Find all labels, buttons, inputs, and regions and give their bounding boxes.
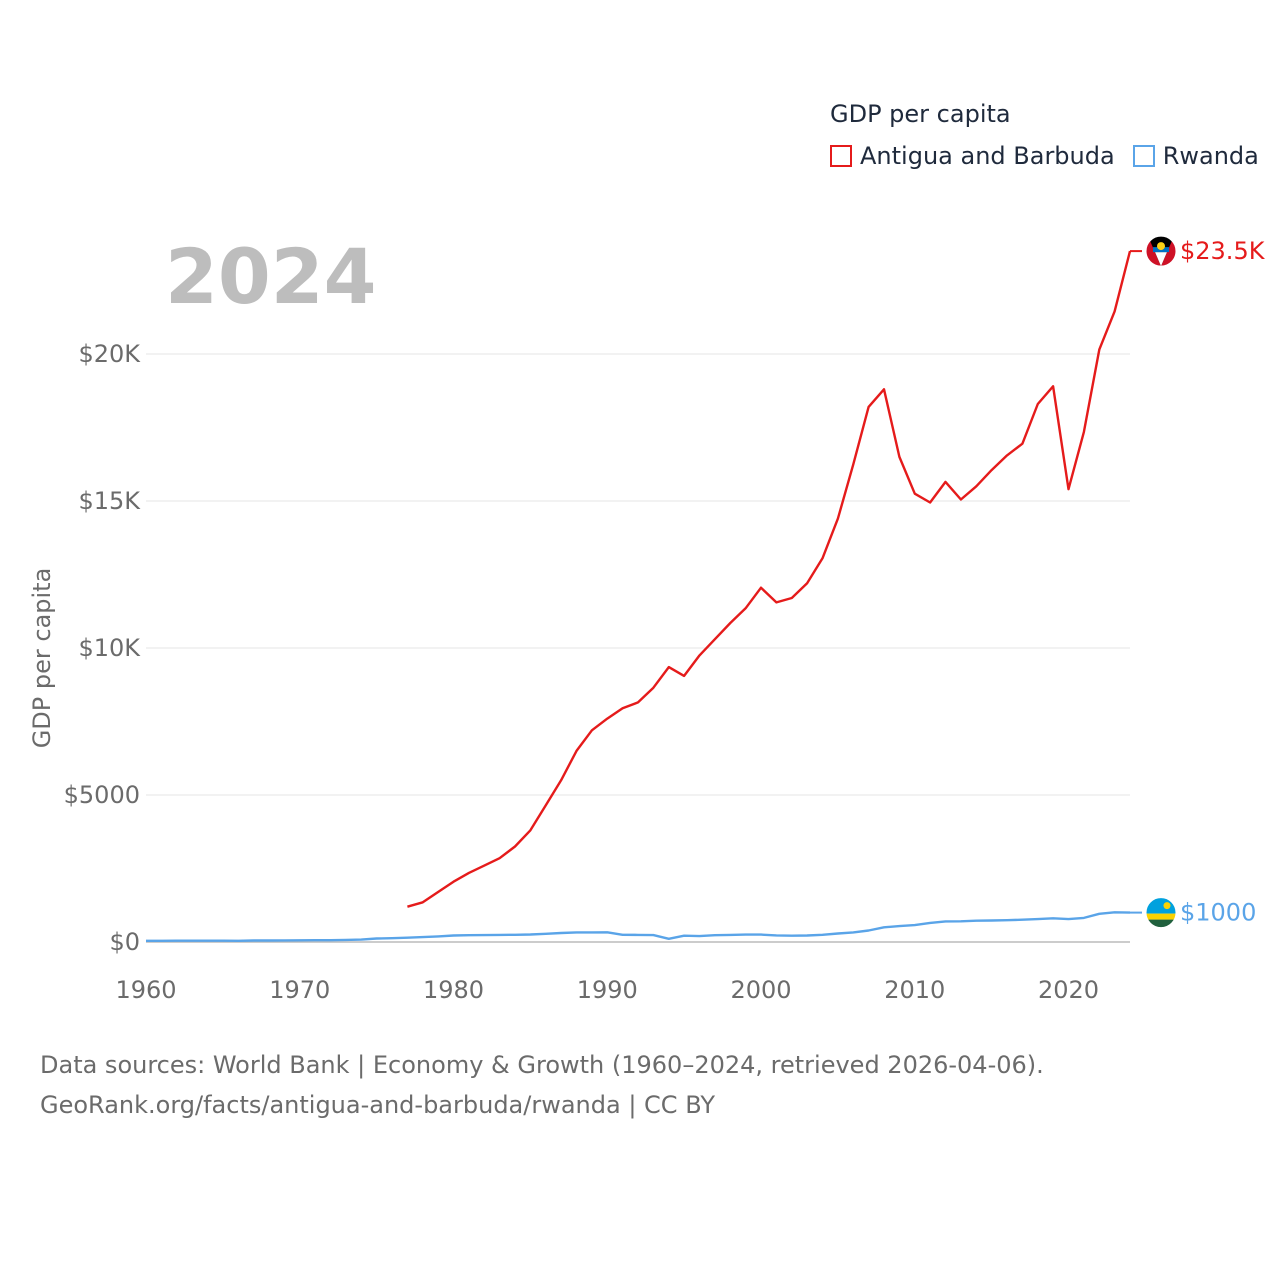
legend-item-rwanda[interactable]: Rwanda — [1132, 142, 1259, 170]
x-tick-labels: 1960 1970 1980 1990 2000 2010 2020 — [115, 976, 1099, 1004]
series-line-rwanda[interactable] — [146, 911, 1131, 942]
x-tick-label: 1960 — [115, 976, 176, 1004]
y-tick-label: $5000 — [64, 781, 140, 809]
x-tick-label: 2020 — [1038, 976, 1099, 1004]
legend-title: GDP per capita — [830, 100, 1011, 128]
line-chart: $0 $5000 $10K $15K $20K 1960 1970 1980 1990 2000… — [28, 235, 1266, 1004]
y-tick-label: $20K — [78, 340, 141, 368]
y-tick-label: $10K — [78, 634, 141, 662]
footer-line-1: Data sources: World Bank | Economy & Gro… — [40, 1051, 1044, 1079]
legend-item-antigua[interactable]: Antigua and Barbuda — [830, 142, 1115, 170]
series-end-markers: $23.5K $1000 — [1130, 235, 1266, 929]
series-line-antigua[interactable] — [407, 250, 1132, 908]
series-lines — [146, 250, 1132, 942]
footer-line-2[interactable]: GeoRank.org/facts/antigua-and-barbuda/rw… — [40, 1091, 715, 1119]
legend-swatch-rwanda — [1132, 145, 1155, 167]
y-tick-label: $15K — [78, 487, 141, 515]
x-tick-label: 1970 — [269, 976, 330, 1004]
grid-lines — [146, 353, 1130, 943]
rwanda-flag-icon — [1145, 897, 1177, 929]
year-label: 2024 — [165, 232, 377, 321]
end-value-label: $23.5K — [1180, 237, 1266, 265]
x-tick-label: 1990 — [577, 976, 638, 1004]
y-axis-label: GDP per capita — [28, 568, 56, 749]
data-sources-footer: Data sources: World Bank | Economy & Gro… — [40, 1045, 1044, 1125]
legend-swatch-antigua — [830, 145, 852, 167]
x-tick-label: 1980 — [423, 976, 484, 1004]
legend-label-rwanda: Rwanda — [1162, 142, 1259, 170]
y-tick-label: $0 — [109, 928, 140, 956]
antigua-flag-icon — [1145, 235, 1177, 267]
x-tick-label: 2000 — [730, 976, 791, 1004]
legend: Antigua and Barbuda Rwanda — [830, 142, 1277, 170]
x-tick-label: 2010 — [884, 976, 945, 1004]
end-value-label: $1000 — [1180, 899, 1256, 927]
y-tick-labels: $0 $5000 $10K $15K $20K — [64, 340, 142, 956]
legend-label-antigua: Antigua and Barbuda — [860, 142, 1115, 170]
